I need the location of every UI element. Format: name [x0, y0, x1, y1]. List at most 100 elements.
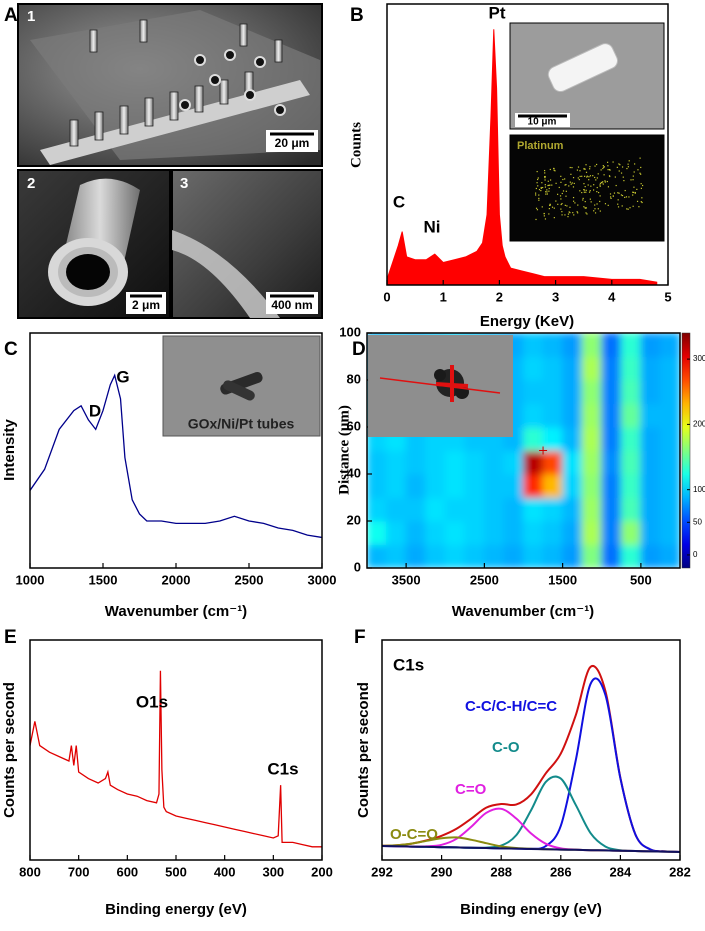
colorbar-tick-label: 0 [693, 550, 698, 559]
heat-cell [464, 544, 485, 568]
heat-cell [542, 403, 564, 428]
heat-cell [581, 473, 603, 498]
heat-cell [444, 473, 466, 498]
heat-cell [542, 473, 564, 498]
x-axis-label: Wavenumber (cm⁻¹) [105, 603, 247, 620]
heat-cell [562, 473, 583, 498]
heat-cell [659, 497, 680, 522]
y-tick-label: 60 [347, 418, 361, 433]
annotation: O1s [136, 692, 168, 711]
panel-letter: A [4, 5, 18, 26]
heat-cell [503, 520, 524, 545]
heat-cell [542, 333, 564, 357]
annotation: D [89, 401, 101, 420]
spectrum-area [387, 29, 658, 285]
heat-cell [581, 450, 603, 475]
heat-cell [483, 520, 505, 545]
panel: 0 1 2 3 4 5 B Energy (KeV) Counts Pt C Ni [348, 3, 672, 330]
heat-cell [367, 450, 388, 475]
heat-cell [581, 379, 603, 404]
scale-bar-label: 10 μm [528, 117, 557, 128]
heat-cell [542, 544, 564, 568]
x-tick-label: 2 [496, 289, 503, 304]
heat-cell [620, 333, 642, 357]
y-axis-label: Counts per second [355, 682, 372, 818]
panel-letter: B [350, 5, 364, 26]
line [30, 373, 322, 539]
heat-cell [386, 520, 407, 545]
heat-cell [659, 450, 680, 475]
sem-image-3 [171, 169, 323, 319]
heat-cell [386, 450, 407, 475]
heat-cell [640, 356, 661, 381]
x-axis-label: Binding energy (eV) [460, 901, 602, 918]
x-tick-label: 700 [68, 864, 90, 879]
heat-cell [464, 450, 485, 475]
heat-cell [640, 379, 661, 404]
x-tick-label: 1000 [16, 572, 45, 587]
line [382, 845, 680, 853]
heat-cell [640, 403, 661, 428]
heat-cell [620, 356, 642, 381]
x-tick-label: 288 [490, 864, 512, 879]
annotation: Ni [424, 217, 441, 236]
heat-cell [405, 450, 427, 475]
heat-cell [620, 520, 642, 545]
image-index: 3 [180, 175, 188, 192]
series-label: C-O [492, 739, 520, 756]
heat-cell [659, 520, 680, 545]
x-tick-label: 4 [608, 289, 616, 304]
heat-cell [444, 497, 466, 522]
heat-cell [601, 544, 622, 568]
x-tick-label: 500 [630, 572, 652, 587]
sem-image-1 [17, 3, 323, 167]
heat-cell [503, 544, 524, 568]
heat-cell [386, 544, 407, 568]
heat-cell [425, 520, 446, 545]
heat-cell [523, 379, 544, 404]
heat-cell [444, 450, 466, 475]
heat-cell [659, 544, 680, 568]
heat-cell [601, 450, 622, 475]
heat-cell [581, 497, 603, 522]
heat-cell [523, 520, 544, 545]
heat-cell [425, 450, 446, 475]
x-tick-label: 3500 [392, 572, 421, 587]
x-tick-label: 300 [262, 864, 284, 879]
heat-cell [405, 473, 427, 498]
heat-cell [659, 379, 680, 404]
heat-cell [562, 356, 583, 381]
series-label: C-C/C-H/C=C [465, 698, 557, 715]
heat-cell [464, 497, 485, 522]
x-tick-label: 282 [669, 864, 691, 879]
heat-cell [483, 450, 505, 475]
plot-area [387, 29, 658, 285]
x-tick-label: 284 [610, 864, 632, 879]
heat-cell [640, 333, 661, 357]
scale-bar-label: 400 nm [271, 298, 312, 312]
x-tick-label: 2500 [235, 572, 264, 587]
image-caption: GOx/Ni/Pt tubes [188, 416, 295, 432]
heat-cell [659, 426, 680, 451]
heat-cell [601, 473, 622, 498]
x-axis-label: Wavenumber (cm⁻¹) [452, 603, 594, 620]
heat-cell [542, 450, 564, 475]
heat-cell [581, 544, 603, 568]
axes-frame [366, 332, 681, 569]
heat-cell [640, 473, 661, 498]
x-axis-label: Energy (KeV) [480, 313, 574, 330]
heat-cell [659, 333, 680, 357]
heat-cell [659, 356, 680, 381]
panel-letter: C [4, 339, 18, 360]
inset-raman-map [368, 335, 513, 437]
heat-cell [640, 497, 661, 522]
y-tick-label: 80 [347, 371, 361, 386]
inset-sem: 10 μm [509, 22, 665, 130]
heat-cell [405, 497, 427, 522]
heat-cell [640, 426, 661, 451]
image-index: 2 [27, 175, 35, 192]
x-tick-label: 500 [165, 864, 187, 879]
heat-cell [562, 450, 583, 475]
heat-cell [601, 333, 622, 357]
heat-cell [620, 497, 642, 522]
